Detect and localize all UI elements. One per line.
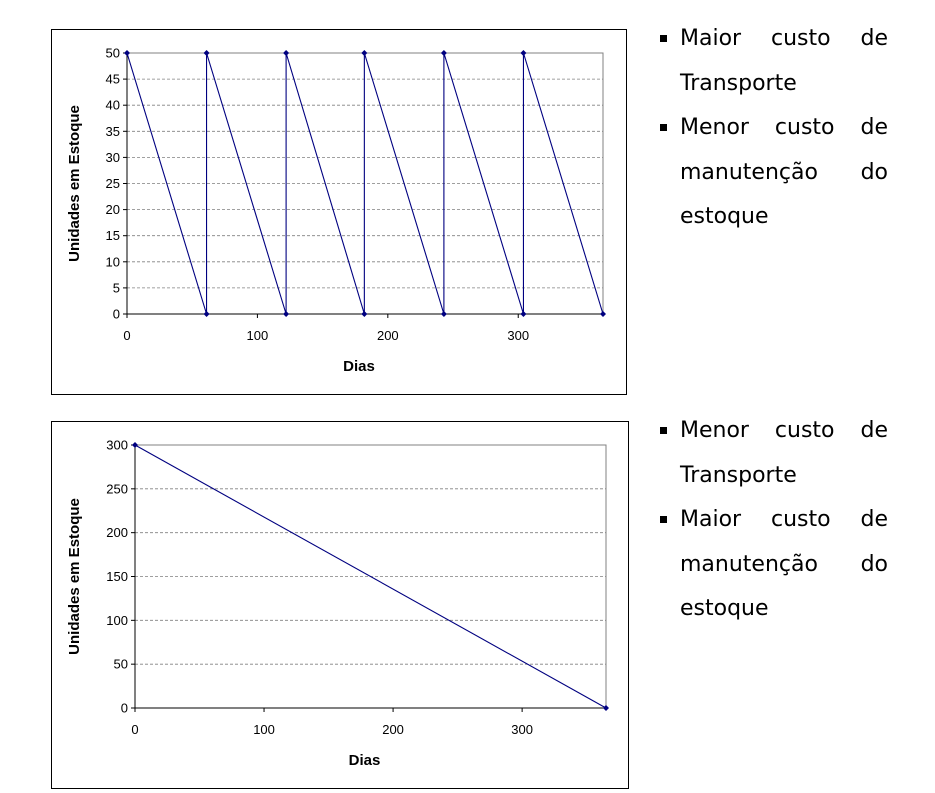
x-axis-title: Dias [349, 752, 381, 769]
y-tick-label: 0 [113, 307, 120, 322]
note-item: Maior custo de Transporte [658, 17, 888, 106]
notes-1: Maior custo de Transporte Menor custo de… [658, 17, 888, 240]
note-item: Menor custo de manutenção do estoque [658, 106, 888, 240]
data-point [361, 50, 368, 56]
y-tick-label: 30 [106, 150, 120, 165]
y-tick-label: 0 [121, 701, 128, 716]
x-tick-label: 200 [377, 328, 399, 343]
y-tick-label: 35 [106, 124, 120, 139]
chart-2: 0 50 100 150 200 250 300 0 100 200 300 Dias Unidades… [51, 421, 629, 789]
x-tick-label: 300 [511, 722, 533, 737]
series-line [126, 52, 604, 315]
data-point [132, 442, 138, 448]
y-tick-label: 5 [113, 280, 120, 295]
data-point [520, 50, 527, 56]
y-tick-label: 300 [106, 438, 128, 453]
data-point [440, 50, 447, 56]
note-text: Menor custo de Transporte [680, 418, 888, 488]
x-tick-label: 100 [247, 328, 269, 343]
square-bullet-icon [660, 124, 667, 131]
data-point [361, 311, 368, 317]
note-item: Maior custo de manutenção do estoque [658, 498, 888, 632]
x-tick-label: 0 [123, 328, 130, 343]
note-text: Maior custo de Transporte [680, 26, 888, 96]
notes-2: Menor custo de Transporte Maior custo de… [658, 409, 888, 632]
y-tick-label: 20 [106, 202, 120, 217]
x-tick-label: 300 [507, 328, 529, 343]
data-point [124, 50, 130, 56]
x-tick-label: 100 [253, 722, 275, 737]
data-point [203, 50, 210, 56]
y-tick-label: 45 [106, 72, 120, 87]
note-text: Maior custo de manutenção do estoque [680, 507, 888, 621]
data-point [283, 50, 290, 56]
note-text: Menor custo de manutenção do estoque [680, 115, 888, 229]
x-tick-label: 0 [131, 722, 138, 737]
x-axis-title: Dias [343, 358, 375, 375]
y-tick-label: 15 [106, 228, 120, 243]
x-tick-label: 200 [382, 722, 404, 737]
data-point [440, 311, 447, 317]
y-tick-label: 250 [106, 481, 128, 496]
chart-1-canvas: 0 5 10 15 20 25 30 35 40 45 50 0 100 200 300 Dias Unidad… [66, 46, 606, 375]
note-item: Menor custo de Transporte [658, 409, 888, 498]
y-tick-label: 50 [114, 657, 128, 672]
data-point [283, 311, 290, 317]
y-tick-label: 25 [106, 176, 120, 191]
square-bullet-icon [660, 516, 667, 523]
data-point [520, 311, 527, 317]
y-tick-label: 10 [106, 254, 120, 269]
data-point [603, 705, 609, 711]
y-tick-label: 150 [106, 569, 128, 584]
series-line [134, 444, 607, 709]
chart-2-canvas: 0 50 100 150 200 250 300 0 100 200 300 Dias Unidades… [66, 438, 609, 769]
square-bullet-icon [660, 35, 667, 42]
y-tick-label: 200 [106, 525, 128, 540]
y-axis-title: Unidades em Estoque [66, 105, 83, 262]
chart-1: 0 5 10 15 20 25 30 35 40 45 50 0 100 200 300 Dias Unidad… [51, 29, 627, 395]
y-tick-label: 40 [106, 98, 120, 113]
y-tick-label: 100 [106, 613, 128, 628]
square-bullet-icon [660, 427, 667, 434]
data-point [600, 311, 606, 317]
data-point [203, 311, 210, 317]
y-tick-label: 50 [106, 46, 120, 61]
y-axis-title: Unidades em Estoque [66, 498, 83, 655]
